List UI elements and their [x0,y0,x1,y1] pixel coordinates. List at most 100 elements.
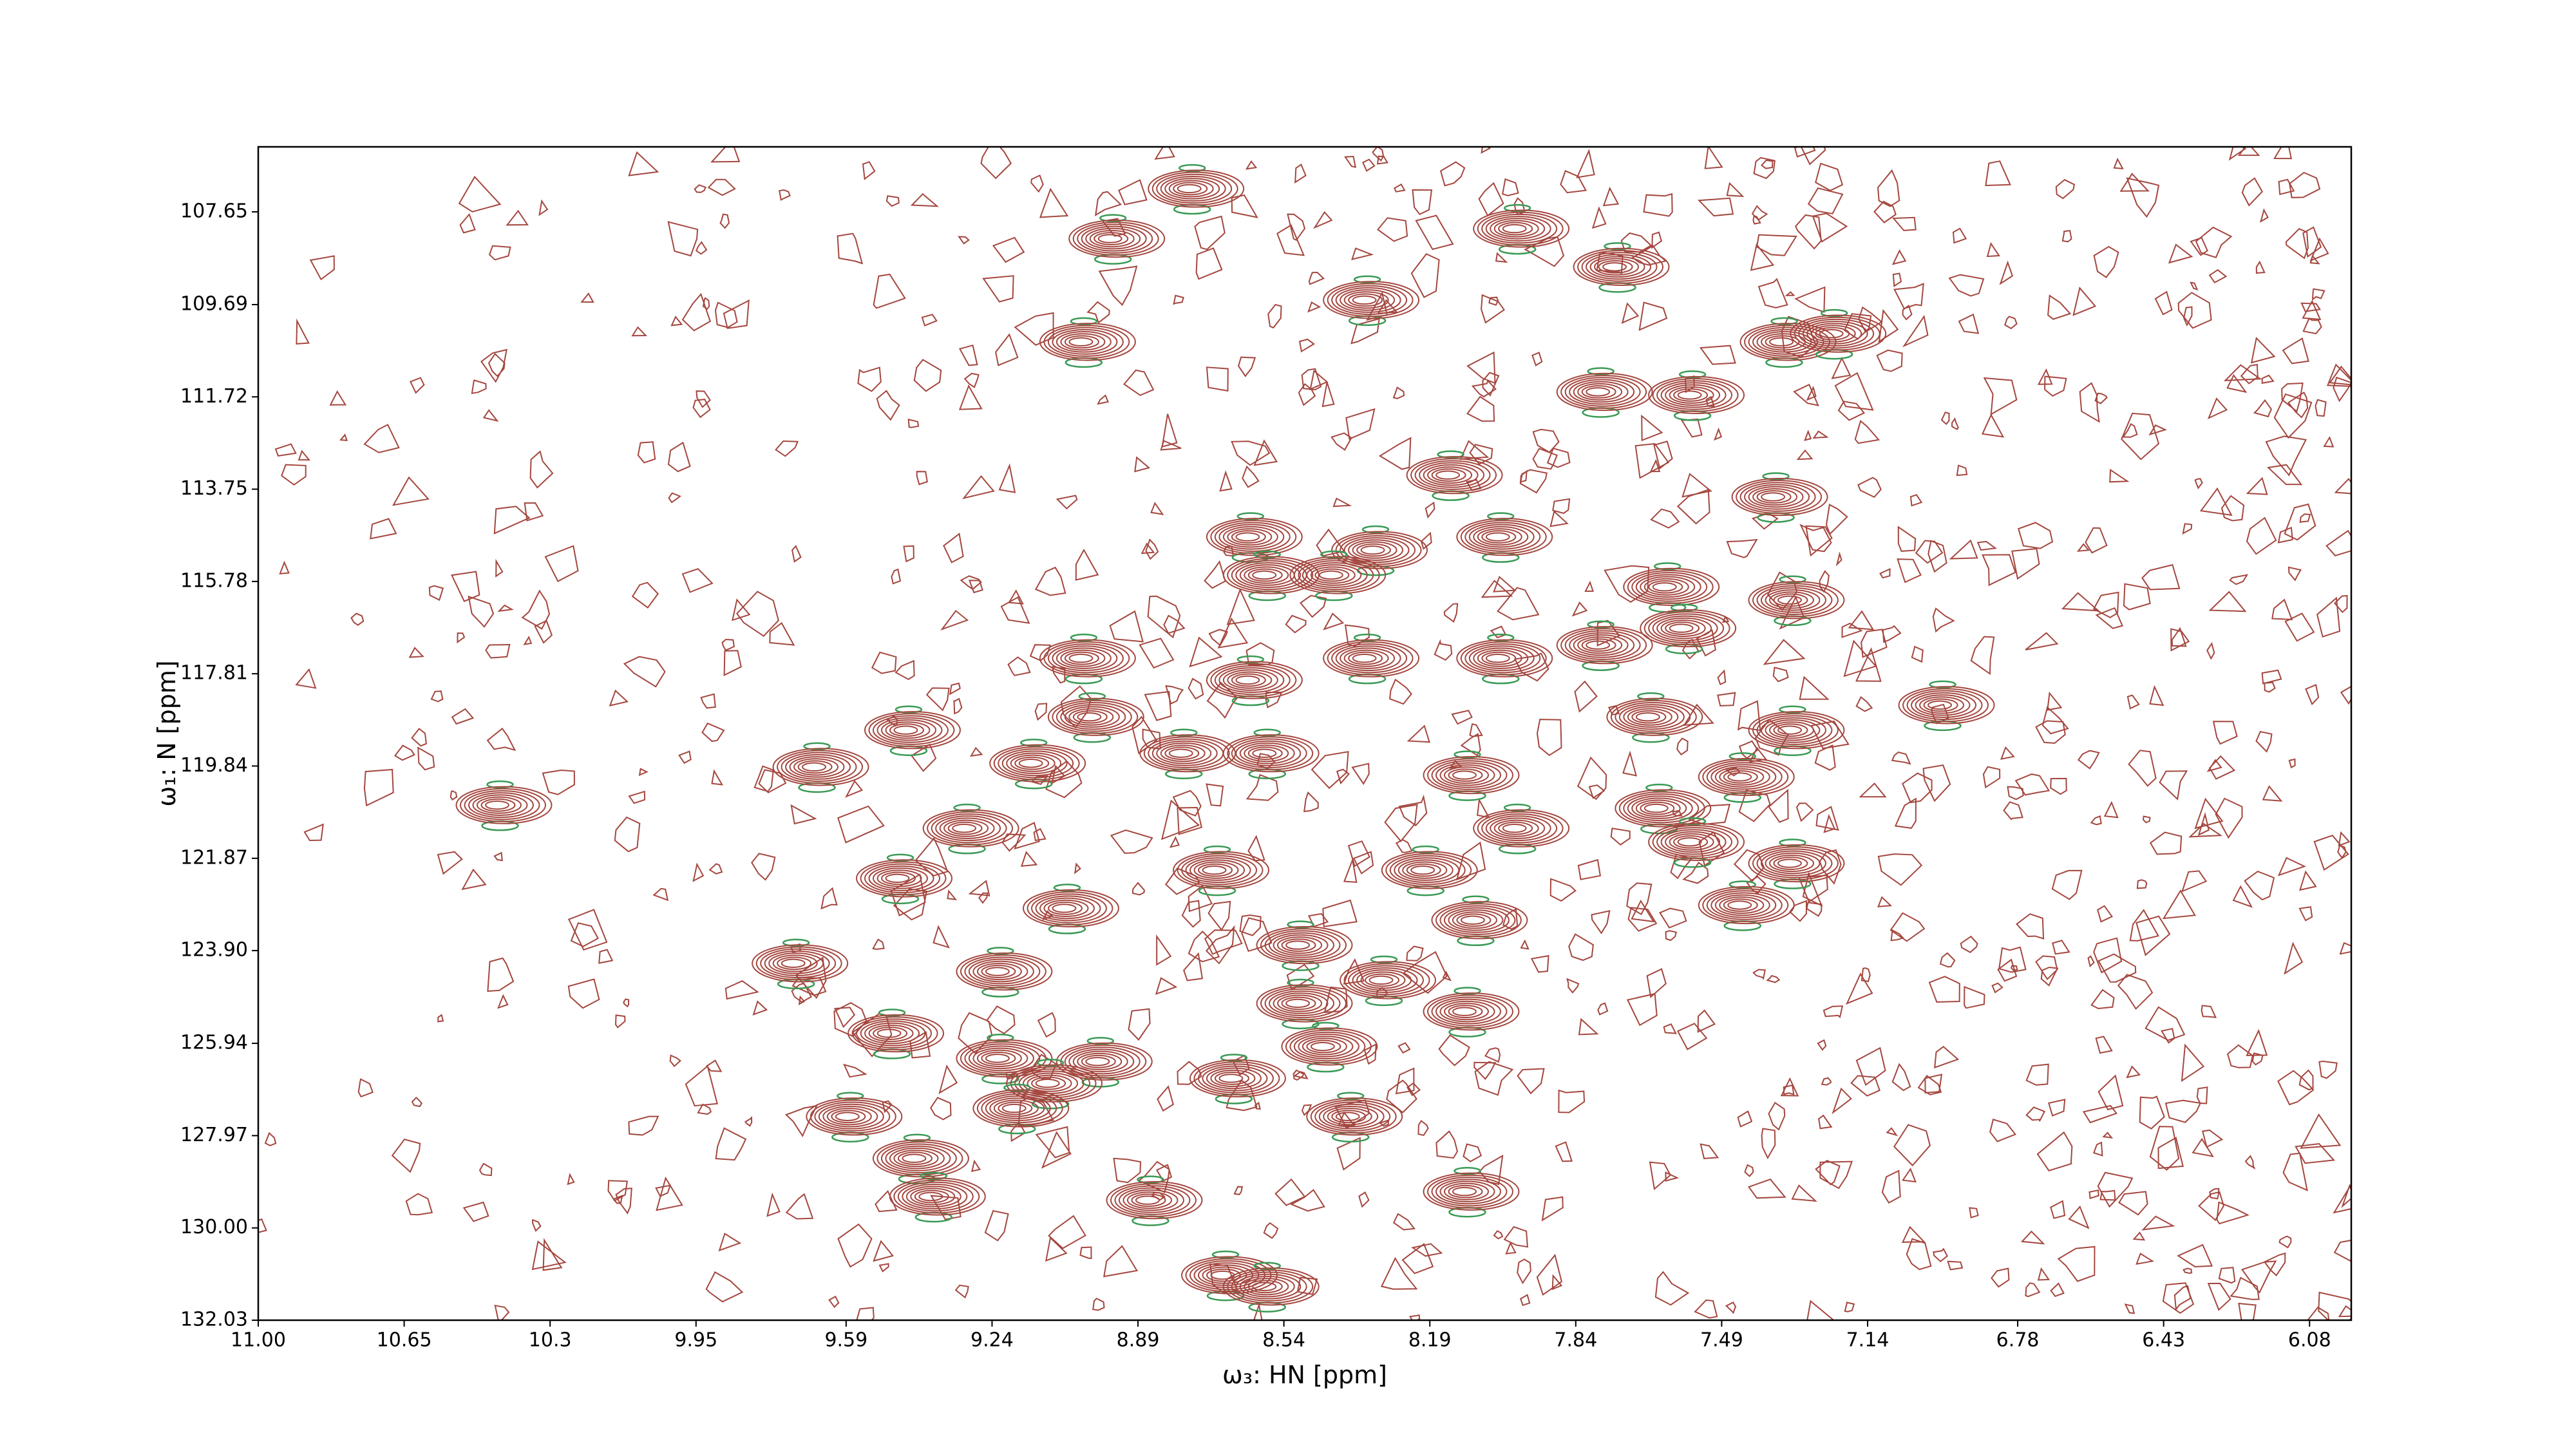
peak-contour [764,950,830,976]
peak-contour [1452,770,1477,780]
peak-contour [781,752,857,782]
noise-contour [2244,870,2275,901]
noise-contour [2050,1282,2065,1297]
negative-contour [886,853,914,862]
noise-contour [2261,669,2282,685]
noise-contour [2025,1282,2041,1298]
peak-contour [1477,649,1522,667]
peak-contour [1790,314,1887,353]
peak-contour [864,863,941,894]
noise-contour [873,1240,895,1262]
noise-contour [1744,1164,1754,1177]
noise-contour [2323,436,2334,448]
peak-contour [956,1039,1053,1077]
noise-contour [2047,294,2072,320]
peak-contour [1911,692,1977,718]
negative-contour [1361,525,1390,534]
noise-contour [1241,917,1273,952]
noise-contour [1411,1243,1443,1257]
noise-contour [2077,750,2100,770]
peak-contour [1589,256,1645,278]
noise-contour [2246,477,2268,495]
noise-contour [451,571,480,602]
peak-contour [1581,638,1616,652]
noise-contour [2190,281,2199,290]
peak-contour [1222,1267,1320,1306]
noise-contour [925,687,950,712]
noise-contour [1276,224,1305,256]
peak-contour [1164,746,1200,761]
peak-contour [772,748,869,786]
peak-contour [1027,1074,1072,1092]
noise-contour [2099,1189,2116,1201]
peak-contour [1423,1172,1520,1211]
noise-contour [1039,187,1069,218]
noise-contour [2087,955,2095,967]
noise-contour [2050,1200,2066,1219]
peak-contour [1151,740,1218,766]
noise-contour [2240,1260,2277,1294]
noise-contour [1161,413,1178,448]
peak-contour [1402,861,1448,879]
noise-contour [2253,399,2273,418]
noise-contour [1924,1074,1943,1094]
noise-contour [1817,1039,1827,1051]
y-tick-label: 121.87 [180,846,248,869]
noise-contour [1902,772,1933,804]
noise-contour [1372,147,1385,162]
noise-contour [1034,566,1066,596]
peak-contour [1001,750,1068,777]
noise-contour [2221,495,2245,522]
noise-contour [1791,1184,1817,1202]
negative-contour [1019,738,1048,747]
peak-contour [1898,686,1995,724]
peak-contour [1244,566,1289,584]
noise-contour [921,314,938,327]
peak-contour [1468,524,1535,550]
negative-contour [1287,978,1314,987]
noise-contour [2142,815,2151,824]
noise-contour [2237,147,2260,156]
noise-contour [1891,1063,1911,1092]
x-tick-label: 9.24 [971,1329,1014,1352]
peak-contour [1435,762,1501,788]
noise-contour [1757,278,1788,308]
noise-contour [1481,580,1513,598]
noise-contour [529,450,554,489]
noise-contour [1128,1008,1151,1041]
peak-contour [1327,1108,1372,1126]
noise-contour [970,746,983,757]
x-tick-label: 8.19 [1408,1329,1452,1352]
noise-contour [1726,182,1745,197]
negative-contour [1178,164,1206,173]
negative-contour [1253,550,1281,559]
noise-contour [1505,1241,1517,1255]
negative-contour [1678,370,1707,379]
peak-contour [1293,1034,1359,1060]
noise-contour [1772,667,1789,683]
noise-contour [2010,965,2018,972]
noise-contour [1991,982,2003,994]
peak-contour [918,1191,943,1202]
peak-contour [889,723,924,737]
peak-contour [1631,572,1708,602]
peak-contour [1648,580,1683,594]
peak-contour [1397,859,1454,881]
noise-contour [2302,226,2322,258]
noise-contour [2229,574,2249,585]
noise-contour [1902,314,1929,348]
peak-contour [1214,522,1291,552]
noise-contour [1376,155,1388,165]
peak-contour [1819,328,1844,339]
noise-contour [2241,177,2264,207]
peak-contour [1335,1112,1360,1121]
noise-contour [1960,935,1978,954]
noise-contour [933,925,950,949]
negative-contour [1253,728,1281,737]
noise-contour [2333,1240,2351,1262]
noise-contour [570,922,599,947]
noise-contour [281,464,307,486]
peak-contour [1343,963,1430,998]
noise-contour [1393,183,1406,193]
peak-contour [1586,254,1652,280]
